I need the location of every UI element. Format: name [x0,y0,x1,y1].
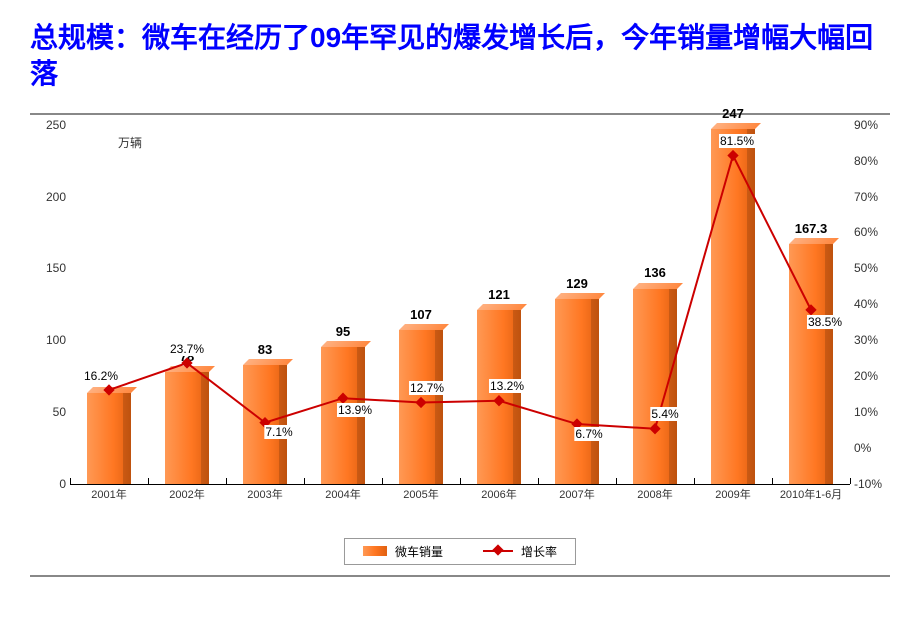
legend: 微车销量 增长率 [344,538,576,565]
chart-container: 万辆 050100150200250-10%0%10%20%30%40%50%6… [30,113,890,577]
y-left-tick: 250 [36,118,66,132]
growth-pct-label: 6.7% [574,427,603,441]
growth-pct-label: 5.4% [650,407,679,421]
y-right-tick: 50% [854,261,890,275]
legend-line-item: 增长率 [483,543,557,560]
y-right-tick: 90% [854,118,890,132]
legend-line-label: 增长率 [521,543,557,560]
chart-title: 总规模：微车在经历了09年罕见的爆发增长后，今年销量增幅大幅回落 [30,20,890,93]
growth-pct-label: 7.1% [264,425,293,439]
legend-bar-swatch [363,546,387,556]
category-label: 2005年 [385,486,457,502]
y-left-tick: 0 [36,477,66,491]
legend-bar-label: 微车销量 [395,543,443,560]
plot-area: 万辆 050100150200250-10%0%10%20%30%40%50%6… [70,125,850,485]
y-right-tick: 40% [854,297,890,311]
category-label: 2008年 [619,486,691,502]
growth-pct-label: 23.7% [169,342,205,356]
legend-line-swatch [483,545,513,557]
y-right-tick: -10% [854,477,890,491]
y-right-tick: 0% [854,441,890,455]
y-right-tick: 80% [854,154,890,168]
category-label: 2002年 [151,486,223,502]
y-right-tick: 20% [854,369,890,383]
growth-line [70,125,850,484]
y-right-tick: 70% [854,190,890,204]
growth-pct-label: 12.7% [409,381,445,395]
category-label: 2006年 [463,486,535,502]
category-label: 2003年 [229,486,301,502]
growth-pct-label: 13.9% [337,403,373,417]
growth-pct-label: 81.5% [719,134,755,148]
category-label: 2009年 [697,486,769,502]
category-label: 2004年 [307,486,379,502]
y-right-tick: 60% [854,225,890,239]
category-label: 2001年 [73,486,145,502]
growth-pct-label: 13.2% [489,379,525,393]
y-left-tick: 200 [36,190,66,204]
y-left-tick: 50 [36,405,66,419]
category-label: 2010年1-6月 [775,486,847,502]
y-left-tick: 100 [36,333,66,347]
y-right-tick: 10% [854,405,890,419]
y-left-tick: 150 [36,261,66,275]
category-label: 2007年 [541,486,613,502]
legend-bar-item: 微车销量 [363,543,443,560]
growth-pct-label: 16.2% [83,369,119,383]
y-right-tick: 30% [854,333,890,347]
growth-pct-label: 38.5% [807,315,843,329]
bar-value-label: 247 [703,106,763,121]
